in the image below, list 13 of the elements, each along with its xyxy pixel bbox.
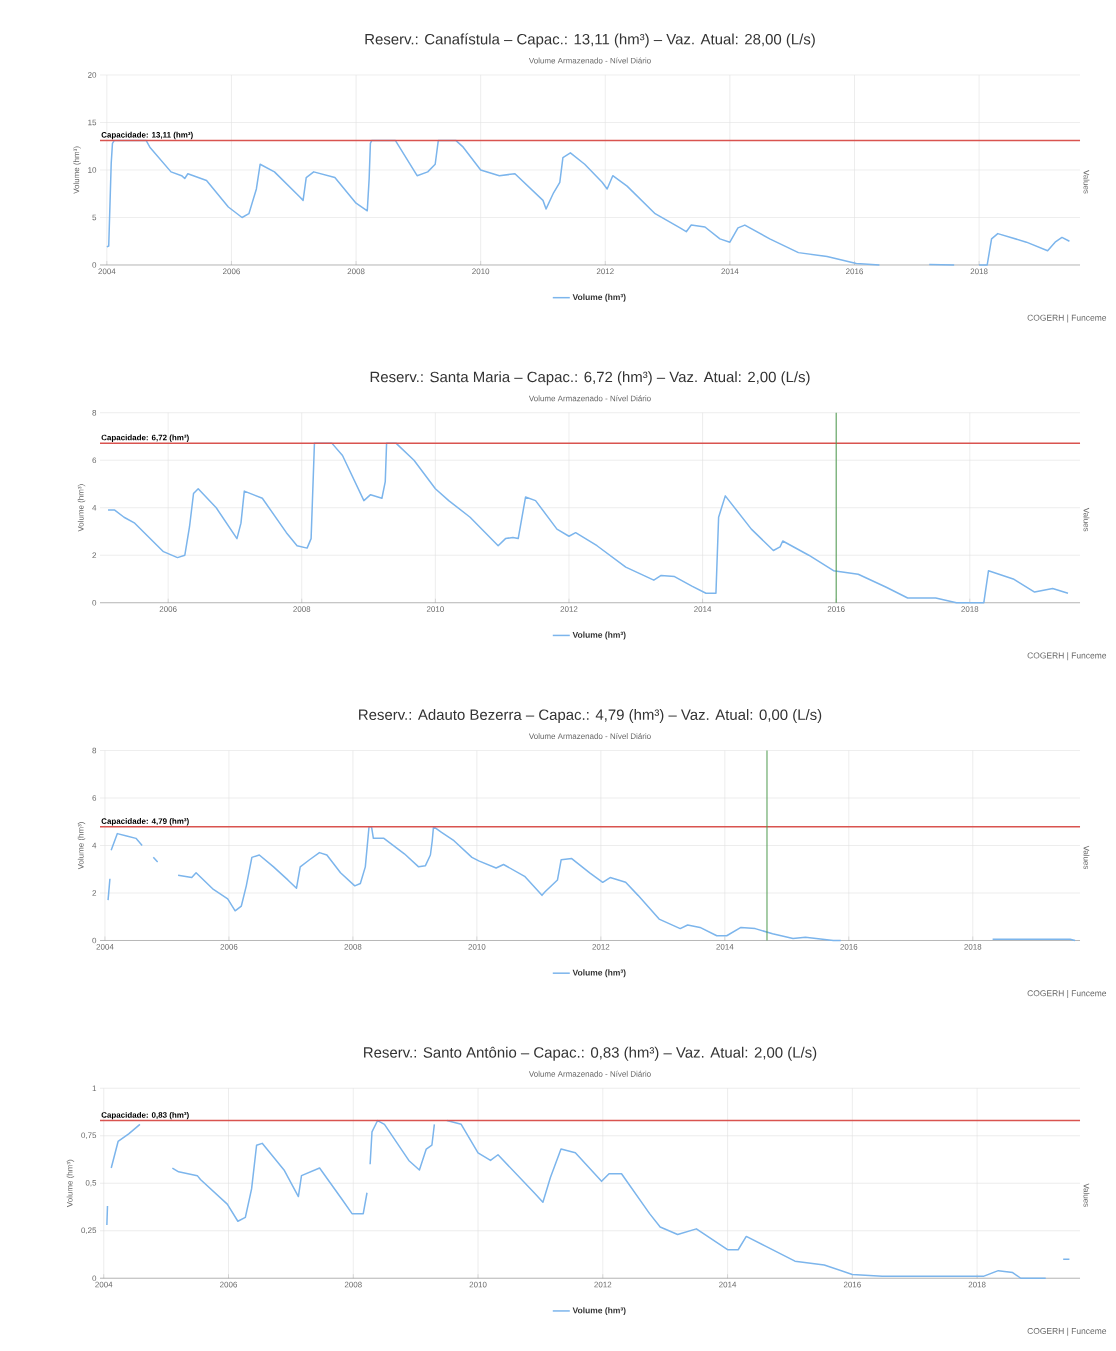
legend-label: Volume (hm³) — [572, 969, 626, 978]
text: COGERH | Funceme — [1027, 1327, 1107, 1336]
legend-label: Volume (hm³) — [572, 293, 626, 302]
chart-title: Reserv.: Canafístula – Capac.: 13,11 (hm³) – Vaz. Atual: 28,00 (L/s) — [365, 33, 815, 48]
text: COGERH | Funceme — [1027, 652, 1107, 661]
line-series — [107, 442, 1069, 604]
chart-title: Reserv.: Adauto Bezerra – Capac.: 4,79 (hm³) – Vaz. Atual: 0,00 (L/s) — [359, 709, 822, 723]
text: COGERH | Funceme — [1027, 990, 1107, 998]
legend-label: Volume (hm³) — [572, 1307, 626, 1316]
chart-title: Reserv.: Santo Antônio – Capac.: 0,83 (hm³) – Vaz. Atual: 2,00 (L/s) — [364, 1046, 817, 1061]
chart-title: Reserv.: Santa Maria – Capac.: 6,72 (hm³) – Vaz. Atual: 2,00 (L/s) — [370, 371, 810, 386]
legend-label: Volume (hm³) — [572, 631, 626, 640]
text: COGERH | Funceme — [1027, 314, 1107, 323]
